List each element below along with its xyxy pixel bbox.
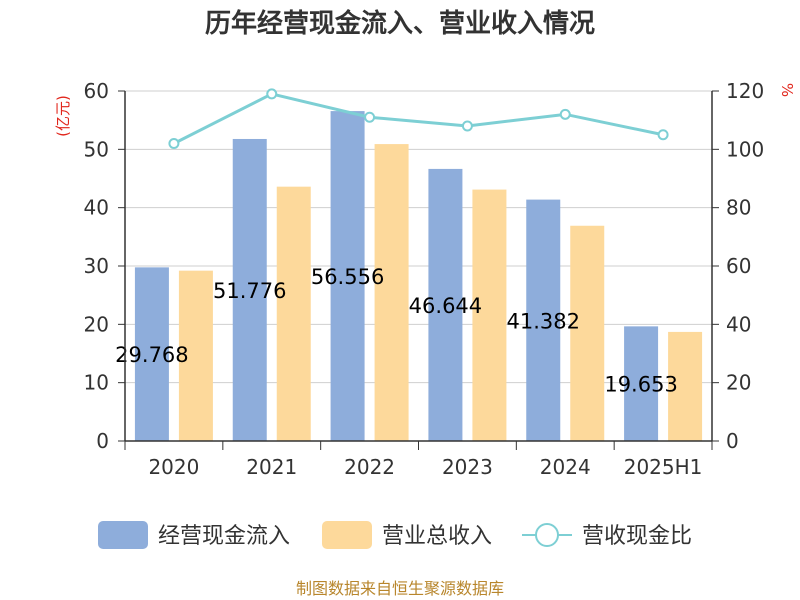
ratio-point <box>559 108 571 120</box>
bar-revenue <box>374 144 409 442</box>
right-axis-tick-label: 100 <box>726 137 764 161</box>
left-axis-tick-label: 40 <box>84 196 109 220</box>
bar-data-label: 51.776 <box>213 279 286 303</box>
right-axis-tick-label: 20 <box>726 371 751 395</box>
bar-data-label: 41.382 <box>507 309 580 333</box>
ratio-line <box>173 92 664 145</box>
left-axis-tick-label: 10 <box>84 371 109 395</box>
bar-cash-inflow <box>526 199 561 441</box>
right-axis-tick-label: 40 <box>726 312 751 336</box>
x-axis-tick-label: 2022 <box>344 455 395 479</box>
bar-data-label: 29.768 <box>115 343 188 367</box>
legend-label: 营业总收入 <box>382 524 492 549</box>
bar-cash-inflow <box>624 326 659 441</box>
right-axis-unit: % <box>778 83 796 97</box>
grid-lines <box>125 90 712 384</box>
ratio-point <box>168 138 180 149</box>
chart-title: 历年经营现金流入、营业收入情况 <box>205 8 595 39</box>
ratio-point <box>266 88 278 100</box>
right-axis-tick-label: 80 <box>726 196 751 220</box>
left-axis-unit: (亿元) <box>54 95 72 137</box>
bar-cash-inflow <box>428 168 463 441</box>
bar-revenue <box>668 331 703 441</box>
right-axis-tick-label: 0 <box>726 429 739 453</box>
ratio-point <box>364 111 376 123</box>
legend-swatch-cash-inflow <box>98 521 148 549</box>
left-axis-tick-label: 50 <box>84 137 109 161</box>
bars-group <box>134 111 703 442</box>
right-axis-tick-label: 60 <box>726 254 751 278</box>
ratio-point <box>461 120 473 132</box>
bar-revenue <box>472 189 507 441</box>
left-axis-tick-label: 30 <box>84 254 109 278</box>
ratio-line-group <box>168 88 669 149</box>
bar-revenue <box>276 186 311 441</box>
x-axis-tick-label: 2023 <box>442 455 493 479</box>
bar-data-label: 19.653 <box>604 373 677 397</box>
right-axis-tick-label: 120 <box>726 79 764 103</box>
bar-cash-inflow <box>330 111 365 441</box>
ratio-point <box>657 129 669 141</box>
legend-label: 经营现金流入 <box>158 524 290 549</box>
axes-group: 0 10 20 30 40 50 60 0 20 40 60 80 100 120 2020 2021 2022… <box>84 79 765 479</box>
left-axis-tick-label: 60 <box>84 79 109 103</box>
legend-swatch-revenue <box>322 521 372 549</box>
bar-cash-inflow <box>134 267 169 441</box>
x-axis-tick-label: 2025H1 <box>624 455 703 479</box>
bar-cash-inflow <box>232 138 267 441</box>
x-axis-tick-label: 2020 <box>148 455 199 479</box>
x-axis-tick-label: 2021 <box>246 455 297 479</box>
bar-labels-group: 29.768 51.776 56.556 46.644 41.382 19.653 <box>115 265 678 397</box>
legend-label: 营收现金比 <box>582 524 692 549</box>
left-axis-tick-label: 20 <box>84 312 109 336</box>
bar-data-label: 46.644 <box>409 294 482 318</box>
bar-data-label: 56.556 <box>311 265 384 289</box>
left-axis-tick-label: 0 <box>96 429 109 453</box>
bar-revenue <box>570 225 605 441</box>
source-note: 制图数据来自恒生聚源数据库 <box>296 579 504 598</box>
legend-marker-swatch <box>535 523 559 547</box>
legend: 经营现金流入 营业总收入 营收现金比 <box>98 521 692 549</box>
bar-revenue <box>178 270 213 441</box>
x-axis-tick-label: 2024 <box>540 455 591 479</box>
